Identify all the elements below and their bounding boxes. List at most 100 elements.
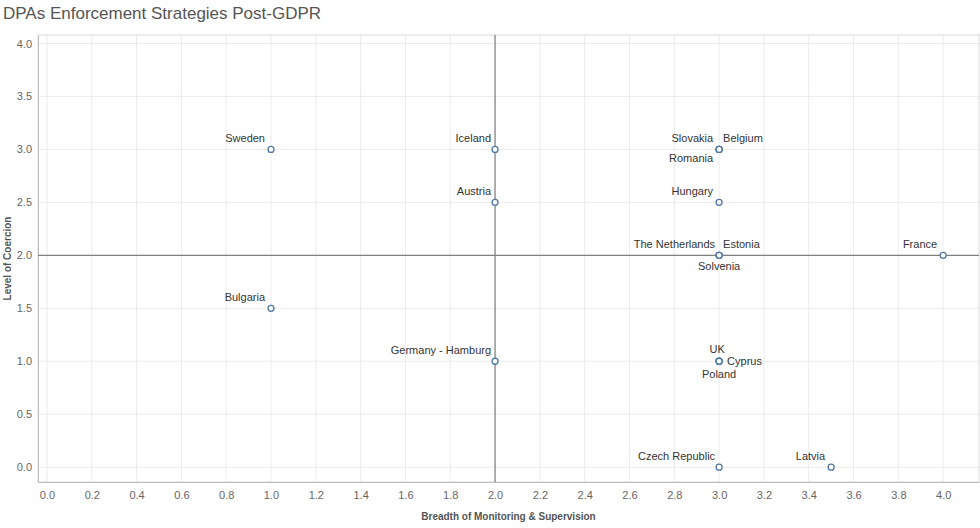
point [492,358,498,364]
point [716,199,722,205]
x-tick: 2.8 [667,482,682,501]
point-label: Latvia [796,450,826,462]
y-tick: 4.0 [17,37,38,49]
grid [38,35,979,482]
reference-line-y [38,255,979,256]
point [716,146,722,152]
point [716,358,722,364]
point-label: Iceland [456,132,491,144]
grid-line-y [38,96,979,97]
grid-line-y [38,149,979,150]
y-tick-label: 0.0 [17,461,32,473]
point [716,252,722,258]
x-tick-label: 0.8 [219,489,234,501]
x-tick: 3.2 [757,482,772,501]
point [268,305,274,311]
x-tick-label: 0.4 [129,489,144,501]
y-tick: 0.5 [17,408,38,420]
x-tick-label: 1.4 [353,489,368,501]
grid-line-y [38,202,979,203]
x-tick: 2.2 [533,482,548,501]
point-label: Cyprus [727,355,762,367]
x-tick: 4.0 [936,482,951,501]
point-label: Solvenia [698,260,741,272]
x-tick: 2.4 [578,482,593,501]
y-tick-label: 2.0 [17,249,32,261]
y-tick: 0.0 [17,461,38,473]
x-tick-label: 1.8 [443,489,458,501]
y-tick-label: 0.5 [17,408,32,420]
chart-title: DPAs Enforcement Strategies Post-GDPR [3,4,321,23]
point-label: Poland [702,368,736,380]
point-label: Czech Republic [638,450,716,462]
grid-line-x [226,35,227,482]
point [716,146,722,152]
y-tick: 1.5 [17,302,38,314]
point [268,146,274,152]
point [716,358,722,364]
x-tick-label: 1.6 [398,489,413,501]
grid-line-x [46,35,47,482]
x-tick: 3.0 [712,482,727,501]
point-label: Slovakia [672,132,714,144]
grid-line-x [315,35,316,482]
y-axis: 0.0 0.5 1.0 1.5 2.0 2.5 3.0 3.5 4.0 [17,36,39,483]
y-tick-label: 3.0 [17,143,32,155]
y-tick-label: 1.0 [17,355,32,367]
point-label: The Netherlands [634,238,716,250]
point-label: Sweden [225,132,265,144]
x-tick-label: 3.4 [802,489,817,501]
point [716,146,722,152]
x-tick: 3.8 [891,482,906,501]
y-tick-label: 3.5 [17,90,32,102]
x-tick-label: 2.6 [622,489,637,501]
point-label: Bulgaria [225,291,266,303]
x-tick: 1.2 [309,482,324,501]
x-tick: 1.0 [264,482,279,501]
x-tick: 2.6 [622,482,637,501]
grid-line-x [808,35,809,482]
x-axis: 0.0 0.2 0.4 0.6 0.8 1.0 1.2 1.4 1.6 1.8 2.0 2.2 2.4 2… [39,482,980,501]
y-tick: 3.5 [17,90,38,102]
x-tick-label: 2.0 [488,489,503,501]
point-labels: SwedenIcelandSlovakiaBelgiumRomaniaAustr… [225,132,938,462]
point-label: Austria [457,185,492,197]
x-tick: 0.8 [219,482,234,501]
grid-line-x [91,35,92,482]
x-tick: 0.2 [85,482,100,501]
grid-line-x [853,35,854,482]
y-axis-title: Level of Coercion [2,217,13,301]
point-label: UK [709,343,725,355]
x-tick: 1.8 [443,482,458,501]
grid-line-x [898,35,899,482]
x-tick-label: 3.0 [712,489,727,501]
x-tick: 1.4 [353,482,368,501]
x-tick-label: 1.2 [309,489,324,501]
x-tick-label: 0.0 [40,489,55,501]
plot-frame [38,35,979,482]
point-label: Germany - Hamburg [391,344,491,356]
plot-area [38,35,979,482]
point [716,252,722,258]
grid-line-x [674,35,675,482]
y-tick: 1.0 [17,355,38,367]
y-tick-label: 1.5 [17,302,32,314]
x-tick: 0.4 [129,482,144,501]
point [716,464,722,470]
grid-line-x [271,35,272,482]
y-tick: 2.5 [17,196,38,208]
grid-line-x [136,35,137,482]
grid-line-y [38,43,979,44]
x-tick-label: 0.6 [174,489,189,501]
point-label: France [903,238,937,250]
grid-line-x [763,35,764,482]
x-tick: 3.4 [802,482,817,501]
point [940,252,946,258]
x-tick: 0.0 [40,482,55,501]
point [492,199,498,205]
chart: 0.0 0.2 0.4 0.6 0.8 1.0 1.2 1.4 1.6 1.8 2.0 2.2 2.4 2… [0,0,980,528]
point [828,464,834,470]
grid-line-x [181,35,182,482]
y-tick-label: 4.0 [17,37,32,49]
grid-line-x [360,35,361,482]
